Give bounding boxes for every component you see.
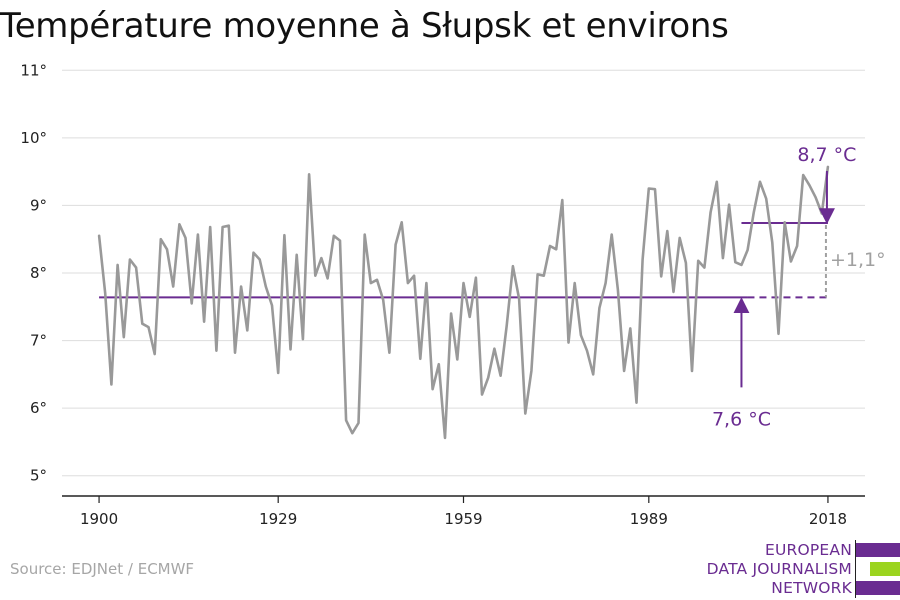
- y-tick-label: 10°: [20, 129, 47, 147]
- x-tick-label: 2018: [809, 510, 847, 528]
- logo-line-2: DATA JOURNALISM: [706, 560, 852, 578]
- logo-line-1: EUROPEAN: [764, 541, 852, 559]
- annotations: +1,1° 8,7 °C 7,6 °C: [712, 144, 886, 430]
- y-axis: 5° 6° 7° 8° 9° 10° 11°: [20, 61, 47, 484]
- logo-bar-purple-top: [856, 543, 900, 557]
- x-tick-label: 1929: [259, 510, 297, 528]
- y-tick-label: 6°: [30, 399, 47, 417]
- logo-bar-purple-bottom: [856, 581, 900, 595]
- chart-title: Température moyenne à Słupsk et environs: [0, 6, 729, 46]
- baseline-label: 7,6 °C: [712, 408, 771, 430]
- x-tick-label: 1989: [630, 510, 668, 528]
- y-tick-label: 11°: [20, 61, 47, 79]
- logo-bar-green: [870, 562, 900, 576]
- series-line: [97, 165, 830, 440]
- y-tick-label: 7°: [30, 332, 47, 350]
- y-tick-label: 8°: [30, 264, 47, 282]
- y-tick-label: 9°: [30, 196, 47, 214]
- x-axis: 1900 1929 1959 1989 2018: [62, 495, 865, 528]
- y-tick-label: 5°: [30, 467, 47, 485]
- source-note: Source: EDJNet / ECMWF: [10, 560, 195, 578]
- temperature-series: [97, 165, 830, 440]
- difference-label: +1,1°: [830, 249, 886, 271]
- logo-line-3: NETWORK: [771, 579, 852, 597]
- edjnet-logo[interactable]: EUROPEAN DATA JOURNALISM NETWORK: [700, 538, 900, 600]
- recent-average-label: 8,7 °C: [797, 144, 856, 166]
- x-tick-label: 1900: [80, 510, 118, 528]
- grid-lines: [62, 69, 865, 477]
- x-tick-label: 1959: [444, 510, 482, 528]
- logo-separator: [855, 540, 856, 598]
